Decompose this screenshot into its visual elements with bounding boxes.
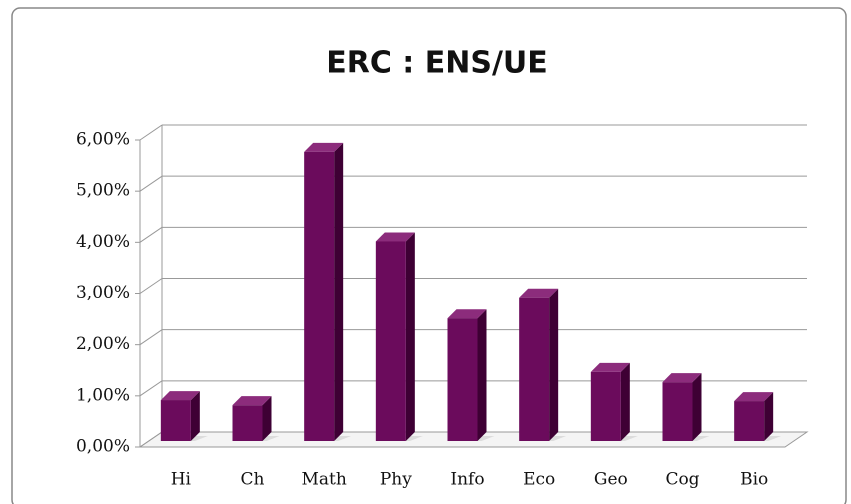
grid-diagonal (139, 226, 163, 243)
y-tick-label: 3,00% (76, 283, 130, 303)
bar (232, 405, 263, 441)
chart-frame (11, 7, 847, 504)
bar-top (519, 288, 559, 298)
x-tick-label: Bio (740, 470, 768, 490)
bar-top (232, 396, 272, 406)
bar (734, 401, 765, 441)
chart-title: ERC : ENS/UE (326, 46, 548, 81)
y-tick-label: 1,00% (76, 385, 130, 405)
bar-top (590, 362, 630, 372)
bar-side (334, 142, 344, 442)
bar-side (405, 232, 415, 441)
bar-side (262, 396, 272, 441)
grid-diagonal (139, 380, 163, 397)
x-tick-label: Hi (171, 470, 192, 490)
y-tick-label: 5,00% (76, 181, 130, 201)
bar-side (549, 288, 559, 441)
bar (160, 400, 191, 441)
bar-top (304, 142, 344, 152)
grid-diagonal (139, 124, 163, 141)
x-tick-label: Geo (594, 470, 628, 490)
x-tick-label: Cog (665, 470, 699, 490)
x-tick-label: Phy (380, 470, 412, 490)
grid-diagonal (139, 278, 163, 294)
grid-diagonal (139, 175, 163, 192)
x-tick-label: Eco (523, 470, 555, 490)
bar-side (692, 373, 702, 441)
bar-side (620, 362, 630, 441)
y-tick-label: 4,00% (76, 232, 130, 252)
bar-top (662, 373, 702, 383)
y-tick-label: 0,00% (76, 437, 130, 457)
bar (304, 151, 335, 442)
bar-side (190, 391, 200, 441)
grid-diagonal (139, 329, 163, 346)
bar (447, 318, 478, 441)
x-tick-label: Math (302, 470, 347, 490)
x-tick-label: Info (450, 470, 484, 490)
bar (662, 382, 693, 441)
bar-top (447, 309, 487, 319)
bar (519, 297, 550, 441)
grid-diagonal (139, 431, 163, 448)
x-tick-label: Ch (241, 470, 265, 490)
bar-side (477, 309, 487, 441)
y-tick-label: 6,00% (76, 130, 130, 150)
bar-top (160, 391, 200, 401)
bar-top (375, 232, 415, 242)
bar-side (764, 392, 774, 441)
bar (375, 241, 406, 441)
y-tick-label: 2,00% (76, 334, 130, 354)
bar-top (734, 392, 774, 402)
bar (590, 371, 621, 441)
